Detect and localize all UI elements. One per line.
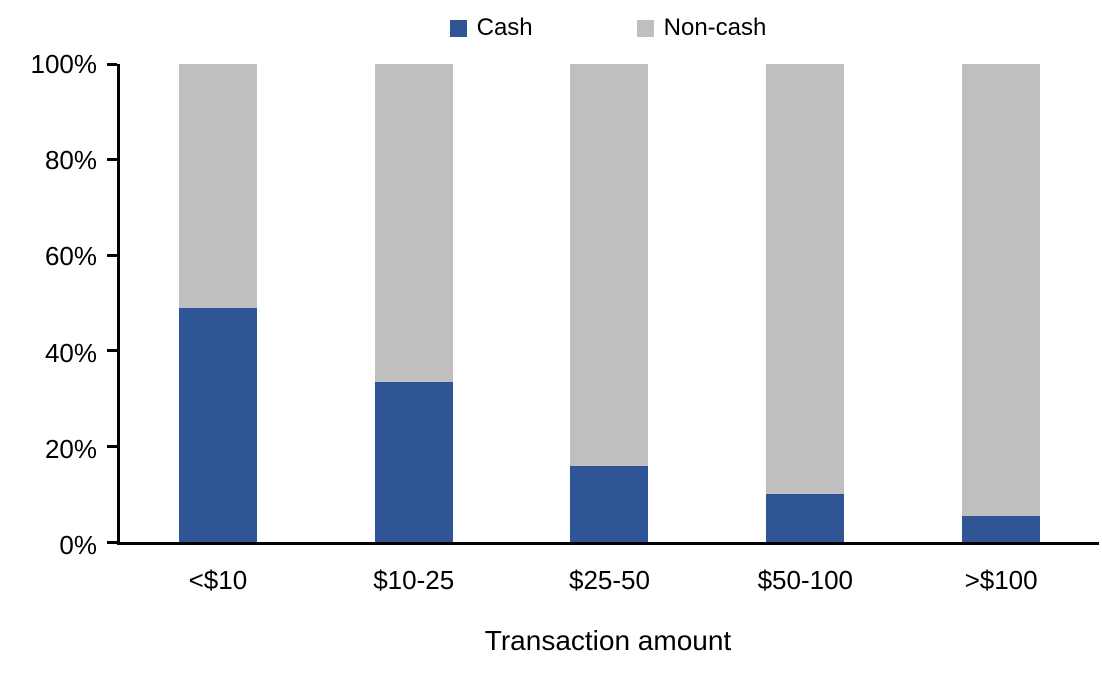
bar-slot-10 [120, 64, 316, 542]
y-tick-mark [107, 253, 117, 257]
bar-slot-25-50 [512, 64, 708, 542]
legend-label: Non-cash [663, 14, 767, 41]
bar-segment-non-cash[interactable] [570, 64, 649, 466]
stacked-bar-10-25[interactable] [374, 64, 453, 542]
x-tick-label-100: >$100 [964, 565, 1038, 595]
y-tick-mark [107, 158, 117, 162]
x-axis-title: Transaction amount [484, 625, 732, 656]
stacked-bar-100[interactable] [962, 64, 1041, 542]
x-tick-label-10: <$10 [188, 565, 248, 595]
bar-segment-non-cash[interactable] [766, 64, 845, 495]
bar-segment-cash[interactable] [570, 465, 649, 542]
bar-slot-10-25 [316, 64, 512, 542]
y-tick-label: 60% [44, 241, 97, 272]
bar-segment-non-cash[interactable] [374, 64, 453, 382]
bar-slot-50-100 [707, 64, 903, 542]
y-tick-mark [107, 444, 117, 448]
y-tick-label: 40% [44, 337, 97, 368]
y-tick-label: 20% [44, 433, 97, 464]
legend-item-cash[interactable]: Cash [449, 14, 533, 41]
y-tick-mark [107, 62, 117, 66]
y-tick-label: 100% [30, 49, 98, 79]
bar-segment-cash[interactable] [766, 494, 845, 542]
y-tick-mark [107, 349, 117, 353]
bar-segment-non-cash[interactable] [962, 64, 1041, 516]
legend-swatch-non-cash [636, 19, 654, 37]
stacked-bar-25-50[interactable] [570, 64, 649, 542]
bar-segment-cash[interactable] [962, 515, 1041, 542]
bar-segment-non-cash[interactable] [178, 64, 257, 308]
chart-legend: Cash Non-cash [117, 10, 1099, 46]
plot-area [107, 62, 1099, 545]
x-tick-label-10-25: $10-25 [373, 565, 455, 595]
y-tick-label: 80% [44, 145, 97, 176]
x-tick-label-25-50: $25-50 [569, 565, 650, 595]
legend-item-non-cash[interactable]: Non-cash [636, 14, 767, 41]
bar-segment-cash[interactable] [374, 381, 453, 542]
legend-swatch-cash [449, 19, 467, 37]
y-tick-label: 0% [59, 530, 97, 560]
stacked-bar-10[interactable] [178, 64, 257, 542]
x-tick-label-50-100: $50-100 [757, 565, 853, 595]
legend-label: Cash [476, 14, 533, 41]
bar-segment-cash[interactable] [178, 307, 257, 542]
bar-slot-100 [903, 64, 1099, 542]
stacked-bar-50-100[interactable] [766, 64, 845, 542]
y-axis-labels: 0% 20% 40% 60% 80% 100% [0, 51, 98, 558]
y-tick-mark [107, 540, 117, 544]
bars [120, 64, 1099, 542]
x-axis-labels: <$10 $10-25 $25-50 $50-100 >$100 [120, 565, 1099, 595]
